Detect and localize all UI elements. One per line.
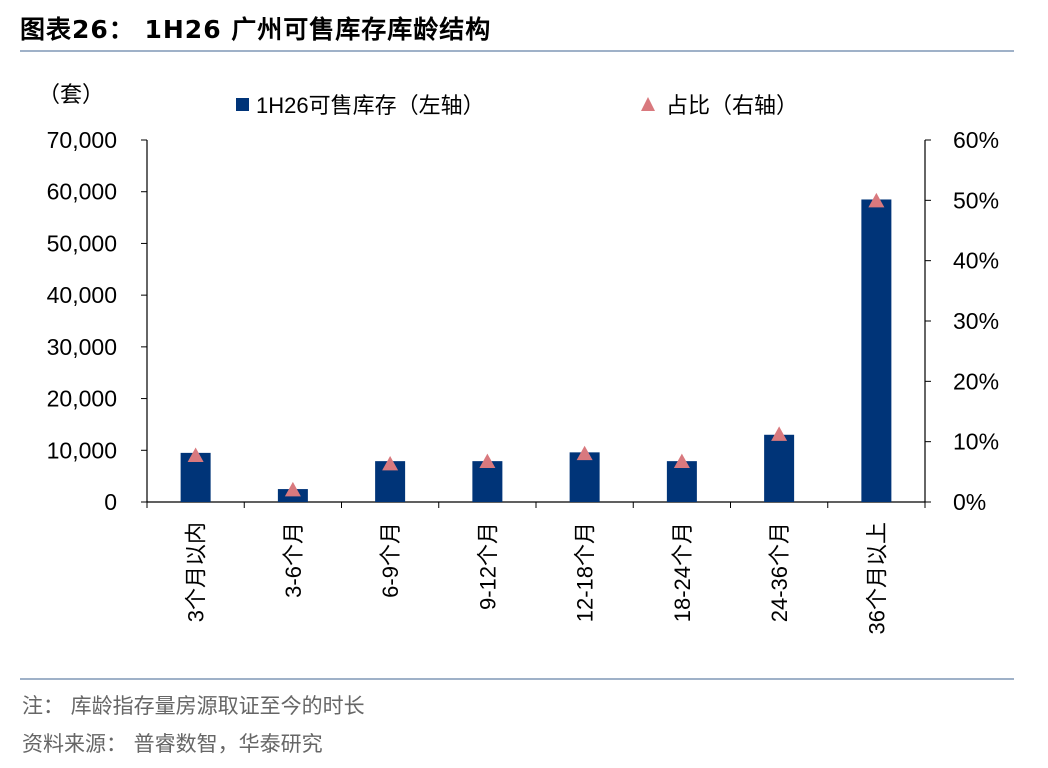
left-tick-label: 40,000 [47,282,117,308]
legend-bar-swatch [236,98,249,111]
share-marker [771,426,788,441]
share-marker [187,447,204,462]
title-divider [20,50,1014,52]
left-tick-label: 10,000 [47,437,117,463]
x-tick-label: 18-24个月 [670,522,695,622]
left-tick-label: 60,000 [47,179,117,205]
footer-divider [20,678,1014,680]
share-marker [673,453,690,468]
x-tick-label: 3个月以内 [184,522,209,622]
inventory-bar [861,199,892,502]
chart-source: 资料来源： 普睿数智，华泰研究 [22,732,323,756]
legend-bar-label: 1H26可售库存（左轴） [256,93,485,118]
x-tick-label: 9-12个月 [475,522,500,610]
left-tick-label: 30,000 [47,334,117,360]
share-marker [382,455,399,471]
right-tick-label: 40% [953,248,999,274]
inventory-bar [764,434,795,502]
right-tick-label: 60% [953,127,999,153]
chart-note: 注： 库龄指存量房源取证至今的时长 [22,694,365,718]
legend-marker-label: 占比（右轴） [666,93,798,118]
share-marker [576,445,593,461]
legend-marker-swatch [641,97,655,111]
x-tick-label: 12-18个月 [573,522,598,622]
x-tick-label: 24-36个月 [767,522,792,622]
inventory-bar [569,452,600,502]
x-tick-label: 36个月以上 [864,522,889,634]
right-tick-label: 50% [953,187,999,213]
x-tick-label: 3-6个月 [281,522,306,598]
left-tick-label: 70,000 [47,127,117,153]
share-marker [284,481,301,497]
share-marker [479,453,496,468]
left-tick-label: 0 [104,489,117,515]
share-marker [868,192,885,208]
left-axis-unit: （套） [38,82,104,107]
left-tick-label: 20,000 [47,386,117,412]
right-tick-label: 0% [953,489,986,515]
right-tick-label: 30% [953,308,999,334]
x-tick-label: 6-9个月 [378,522,403,598]
right-tick-label: 10% [953,429,999,455]
figure-title: 图表26： 1H26 广州可售库存库龄结构 [20,15,492,44]
right-tick-label: 20% [953,368,999,394]
left-tick-label: 50,000 [47,230,117,256]
